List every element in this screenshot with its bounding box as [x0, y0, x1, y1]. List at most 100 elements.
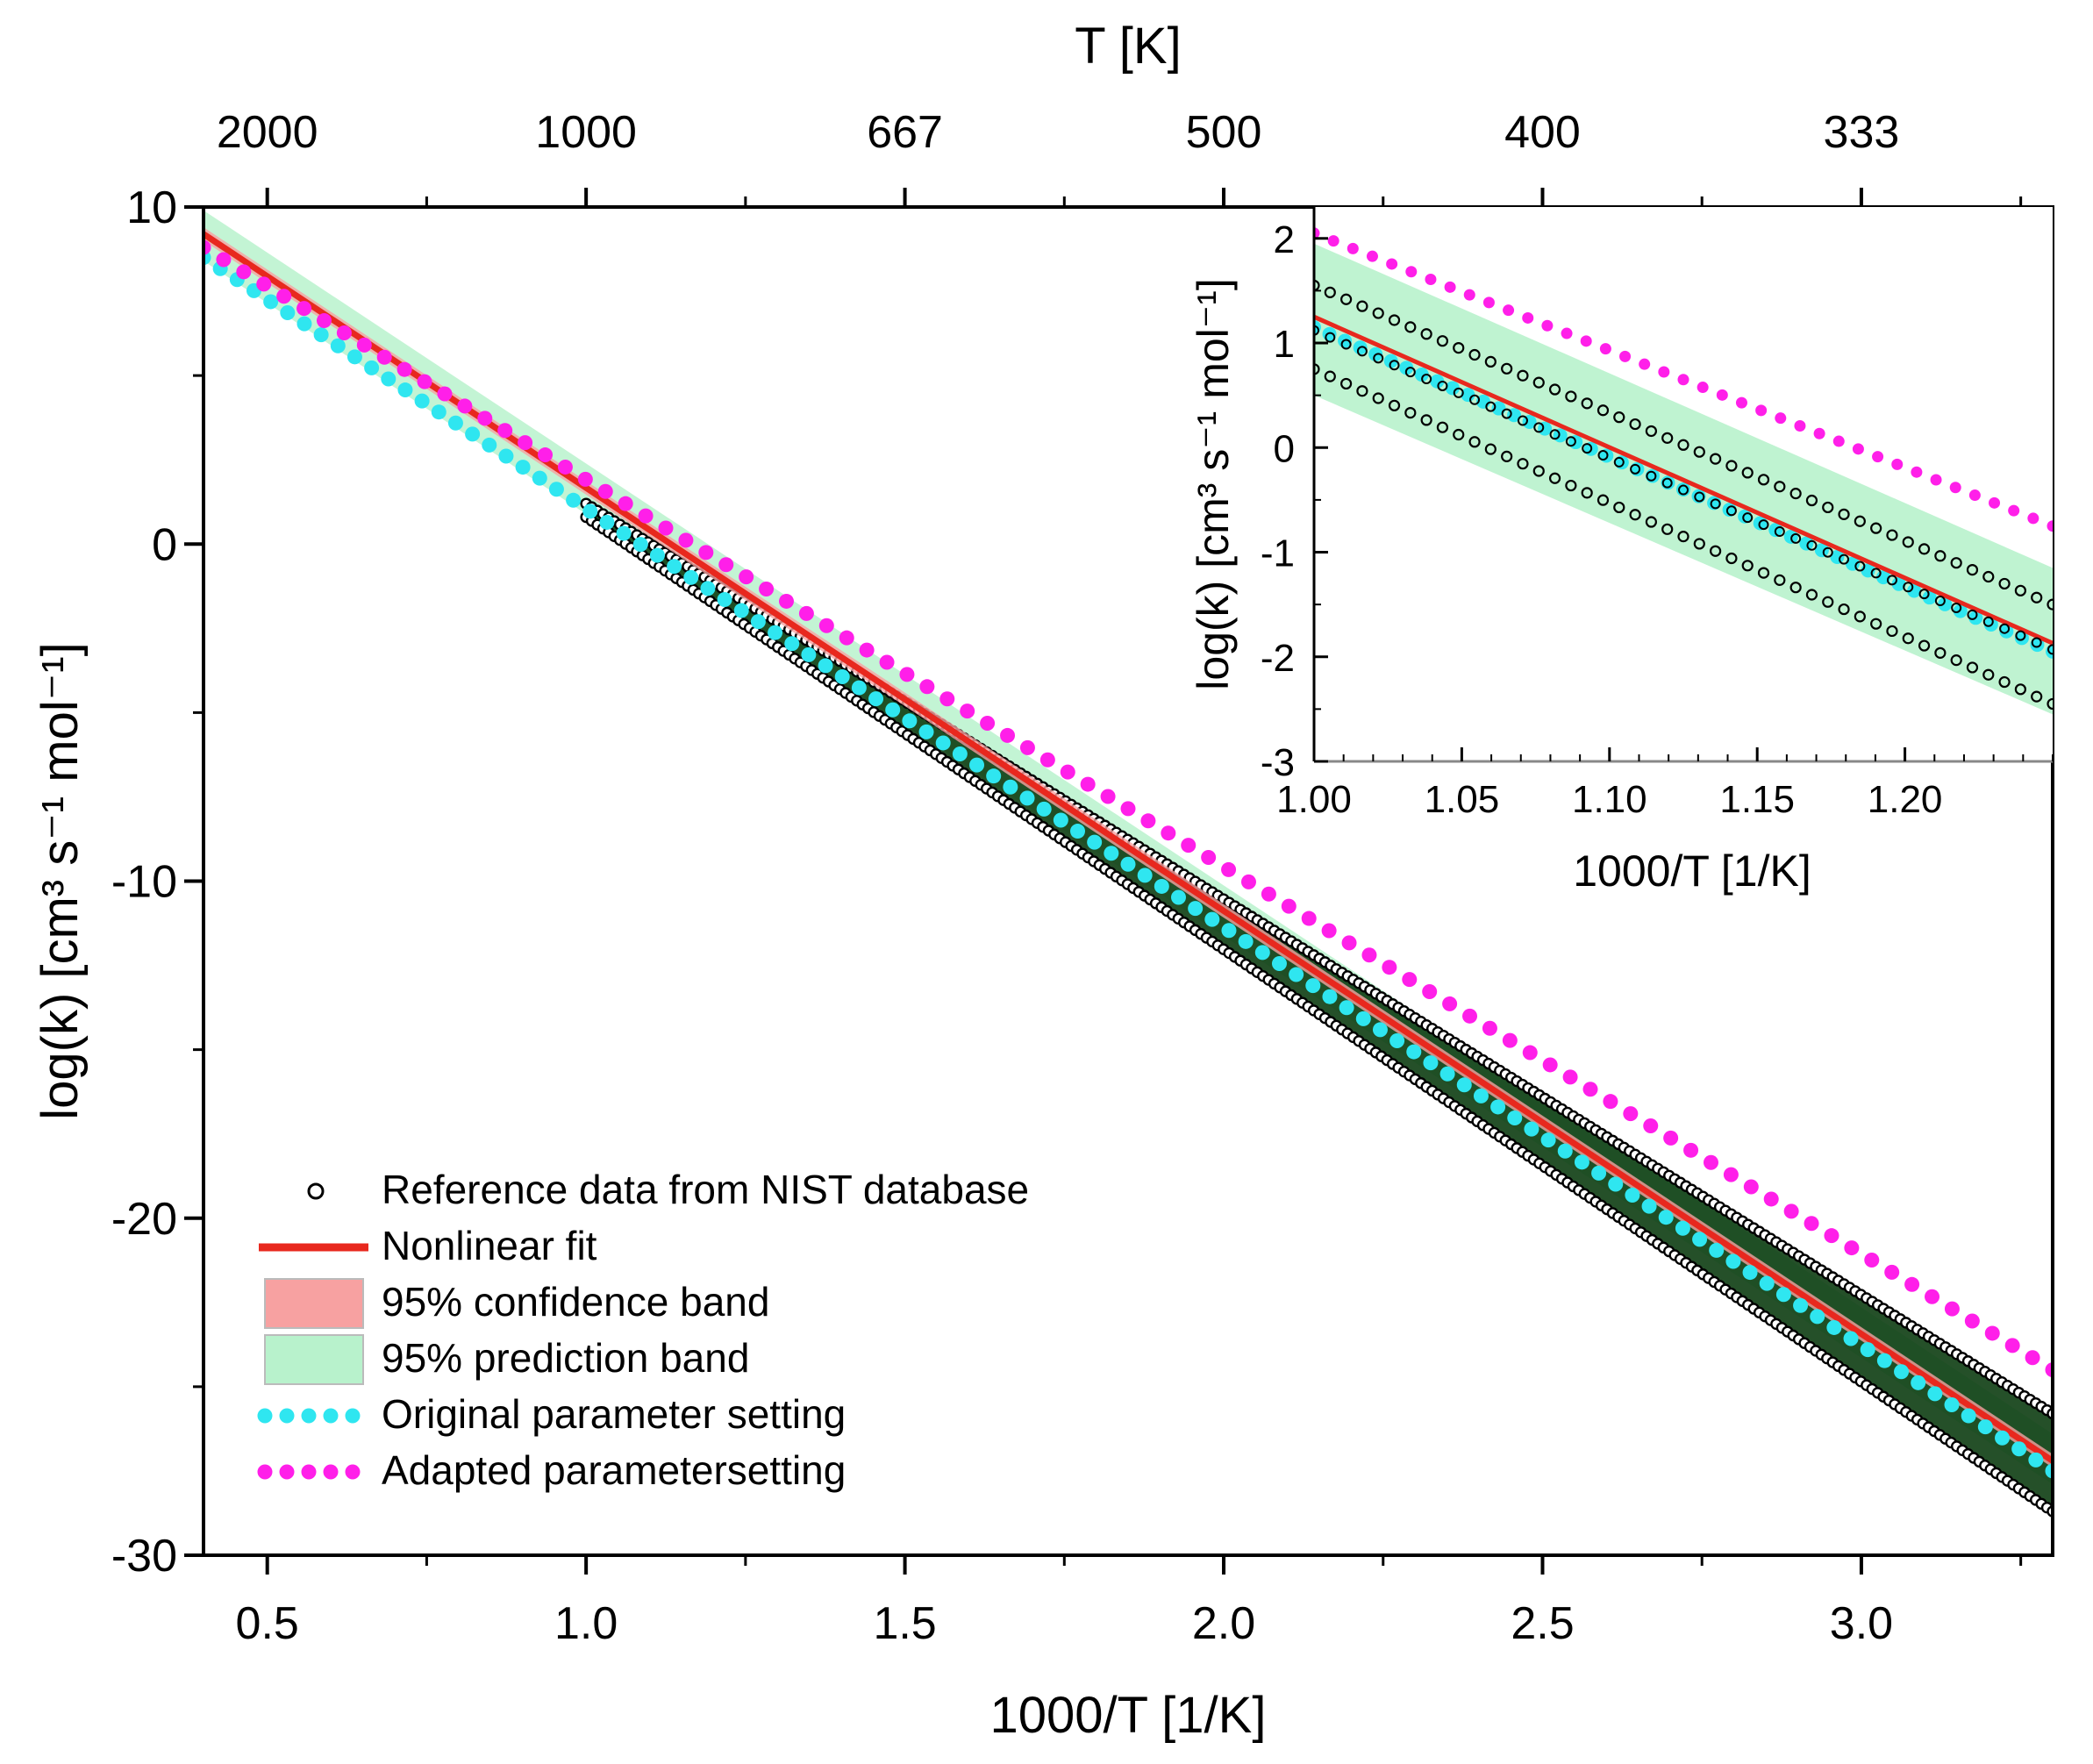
- legend-label: Adapted parametersetting: [382, 1447, 846, 1493]
- inset-y-tick-label: 1: [1274, 323, 1295, 366]
- original-parameter-series-point: [1725, 1253, 1741, 1269]
- inset-nist-point: [2031, 591, 2043, 603]
- original-parameter-series-point: [1070, 824, 1086, 839]
- inset-nist-point: [1774, 481, 1786, 493]
- inset-nist-upper-series: [1314, 279, 2053, 611]
- inset-nist-point: [1854, 561, 1866, 572]
- top-tick-label: 667: [867, 107, 943, 158]
- inset-nist-point: [2014, 584, 2026, 596]
- legend-label: Nonlinear fit: [382, 1223, 597, 1268]
- adapted-parameter-series-point: [1019, 739, 1035, 755]
- adapted-parameter-series-point: [1402, 972, 1418, 988]
- original-parameter-series-point: [1238, 933, 1254, 949]
- adapted-parameter-series-point: [457, 398, 473, 414]
- adapted-parameter-series-point: [980, 716, 996, 732]
- original-parameter-series-point: [784, 636, 800, 652]
- legend-swatch-dot: [345, 1408, 361, 1424]
- inset-nist-point: [1982, 616, 1994, 627]
- inset-nist-point: [1967, 609, 1978, 620]
- y-tick-label: -10: [111, 857, 177, 908]
- inset-data: [1314, 227, 2053, 715]
- original-parameter-series-point: [414, 393, 430, 409]
- inset-nist-point: [1469, 394, 1481, 405]
- inset-nist-point: [1982, 570, 1995, 583]
- inset-adapted-parameter-series-point: [1580, 335, 1592, 347]
- inset-original-parameter-series-point: [1430, 374, 1445, 389]
- adapted-parameter-series-point: [1039, 752, 1055, 768]
- top-tick-label: 2000: [217, 107, 318, 158]
- inset-nist-point: [1774, 574, 1786, 586]
- inset-nist-point: [1314, 325, 1319, 336]
- original-parameter-series-point: [1860, 1342, 1875, 1358]
- inset-nist-point: [1421, 374, 1432, 385]
- adapted-parameter-series-point: [296, 301, 312, 317]
- inset-adapted-parameter-series-point: [1677, 374, 1689, 386]
- inset-nist-point: [1388, 399, 1401, 411]
- adapted-parameter-series-point: [1743, 1179, 1759, 1195]
- original-parameter-series-point: [1439, 1066, 1455, 1082]
- inset-nist-lower-series: [1314, 363, 2053, 711]
- original-parameter-series-point: [1473, 1088, 1489, 1103]
- inset-nist-point: [1805, 494, 1818, 507]
- inset-nist-point: [1806, 539, 1818, 551]
- adapted-parameter-series-point: [1201, 850, 1217, 866]
- original-parameter-series-point: [1003, 779, 1018, 795]
- inset-nist-point: [2047, 697, 2053, 711]
- inset-nist-point: [1565, 436, 1576, 447]
- original-parameter-series-point: [1406, 1044, 1422, 1060]
- original-parameter-series-point: [1775, 1287, 1791, 1303]
- inset-nist-point: [2031, 690, 2043, 703]
- inset-nist-point: [1581, 487, 1593, 499]
- inset-y-tick-label: -2: [1261, 637, 1295, 680]
- x-tick-label: 3.0: [1830, 1598, 1893, 1649]
- inset-plot: 1.00 1.05 1.10 1.15 1.20 -3 -2 -1 0 1 2 1000/T [1/K…: [1189, 207, 2054, 896]
- inset-y-axis-title: log(k) [cm³ s⁻¹ mol⁻¹]: [1189, 278, 1238, 689]
- legend-label: Original parameter setting: [382, 1391, 846, 1437]
- inset-y-tick-label: 2: [1274, 218, 1295, 261]
- original-parameter-series-point: [834, 669, 850, 685]
- inset-nist-point: [1597, 494, 1610, 506]
- original-parameter-series-point: [1826, 1319, 1842, 1335]
- adapted-parameter-series-point: [1442, 996, 1458, 1011]
- original-parameter-series-point: [431, 404, 446, 420]
- adapted-parameter-series-point: [1984, 1325, 2000, 1341]
- inset-nist-point: [1757, 474, 1770, 486]
- adapted-parameter-series-point: [1341, 935, 1357, 951]
- adapted-parameter-series-point: [638, 508, 654, 524]
- x-tick-label: 1.5: [873, 1598, 936, 1649]
- inset-nist-point: [1966, 661, 1979, 674]
- adapted-parameter-series-point: [316, 313, 332, 329]
- inset-nist-point: [1805, 589, 1818, 601]
- original-parameter-series-point: [2045, 1463, 2053, 1479]
- adapted-parameter-series-point: [1502, 1032, 1518, 1048]
- inset-nist-point: [1548, 472, 1561, 484]
- adapted-parameter-series-point: [256, 276, 272, 292]
- original-parameter-series-point: [1911, 1375, 1926, 1390]
- original-parameter-series-point: [1221, 923, 1237, 939]
- inset-nist-point: [1661, 477, 1673, 489]
- inset-original-parameter-series-point: [1999, 624, 2014, 639]
- inset-nist-point: [1934, 550, 1947, 562]
- original-parameter-series-point: [750, 614, 766, 630]
- legend-swatch-dot: [345, 1464, 361, 1480]
- inset-original-parameter-series-point: [1907, 583, 1922, 598]
- inset-nist-point: [1404, 407, 1417, 419]
- inset-nist-point: [1903, 582, 1914, 593]
- legend-swatch-dot: [279, 1464, 295, 1480]
- adapted-parameter-series-point: [698, 545, 714, 561]
- inset-nist-point: [1661, 523, 1674, 535]
- original-parameter-series-point: [1876, 1353, 1892, 1368]
- original-parameter-series-point: [498, 448, 514, 464]
- inset-nist-point: [1870, 522, 1882, 534]
- inset-nist-point: [1678, 484, 1689, 496]
- inset-nist-point: [1982, 668, 1995, 681]
- legend-item: Adapted parametersetting: [257, 1447, 846, 1493]
- inset-nist-point: [1838, 603, 1850, 616]
- inset-nist-point: [1645, 425, 1657, 438]
- adapted-parameter-series-point: [2004, 1338, 2020, 1353]
- adapted-parameter-series-point: [658, 520, 674, 536]
- inset-nist-point: [1613, 456, 1625, 468]
- inset-nist-point: [1870, 618, 1882, 630]
- legend-item: 95% confidence band: [264, 1278, 769, 1329]
- inset-nist-point: [1710, 498, 1721, 510]
